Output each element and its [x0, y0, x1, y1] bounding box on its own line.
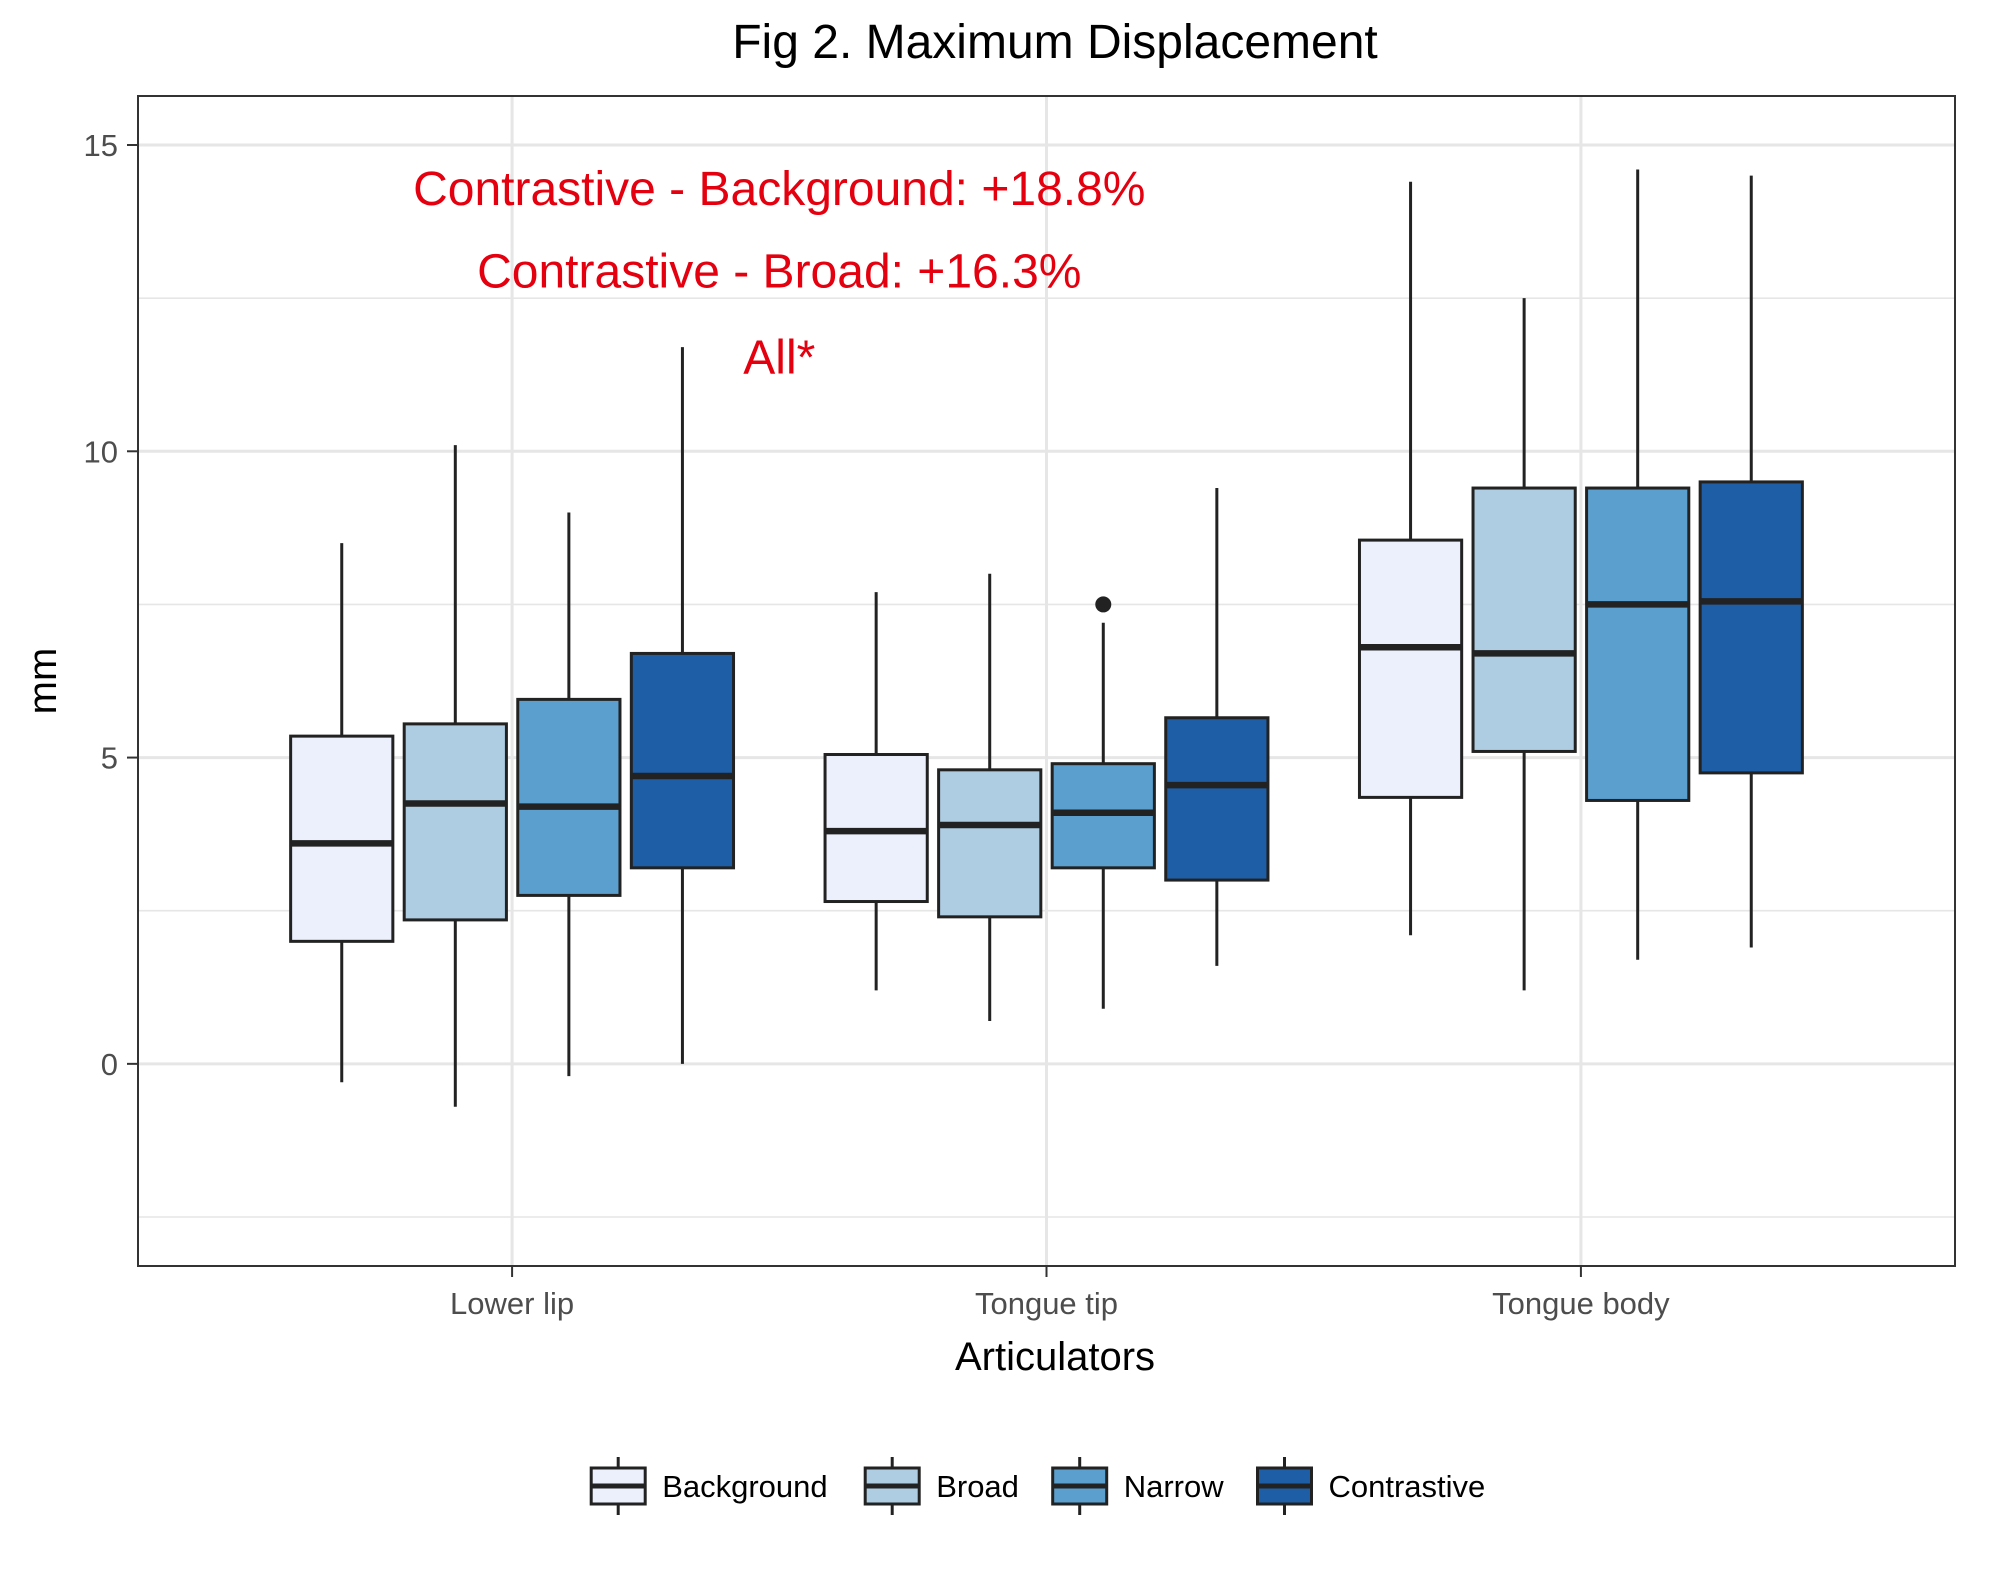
- legend: Background Broad Narrow Contrastive: [589, 1457, 1486, 1515]
- x-tick-label: Tongue body: [1492, 1286, 1670, 1321]
- box-background-tongue-tip: [823, 592, 929, 991]
- box-background-lower-lip: [289, 543, 395, 1083]
- box-broad-tongue-tip: [937, 573, 1043, 1021]
- box-narrow-tongue-body: [1585, 169, 1691, 960]
- legend-item-narrow: Narrow: [1051, 1457, 1225, 1515]
- legend-item-contrastive: Contrastive: [1256, 1457, 1486, 1515]
- box-iqr: [937, 768, 1043, 919]
- outlier-point: [1095, 596, 1112, 613]
- x-tick-label: Lower lip: [450, 1286, 574, 1321]
- legend-item-broad: Broad: [863, 1457, 1019, 1515]
- box-iqr: [1698, 480, 1804, 775]
- box-iqr: [1471, 486, 1577, 753]
- annotation-label: Contrastive - Broad: +16.3%: [477, 246, 1081, 299]
- box-contrastive-lower-lip: [629, 347, 736, 1064]
- box-iqr: [629, 651, 736, 870]
- x-tick-label: Tongue tip: [975, 1286, 1118, 1321]
- box-iqr: [1164, 716, 1270, 882]
- legend-item-background: Background: [589, 1457, 828, 1515]
- y-tick-label: 10: [84, 434, 118, 469]
- annotation-layer: Contrastive - Background: +18.8% Contrast…: [413, 163, 1145, 384]
- legend-label: Narrow: [1124, 1469, 1225, 1504]
- y-tick-label: 5: [101, 741, 118, 776]
- legend-label: Contrastive: [1329, 1469, 1486, 1504]
- box-iqr: [289, 734, 395, 943]
- box-background-tongue-body: [1357, 181, 1464, 936]
- box-iqr: [516, 697, 622, 897]
- box-iqr: [1585, 486, 1691, 802]
- box-broad-tongue-body: [1471, 298, 1577, 991]
- annotation-label: All*: [743, 331, 815, 384]
- annotation-label: Contrastive - Background: +18.8%: [413, 163, 1145, 216]
- box-layer: [289, 169, 1804, 1107]
- y-axis-title: mm: [21, 648, 65, 715]
- box-iqr: [402, 722, 508, 922]
- y-tick-label: 15: [84, 128, 118, 163]
- x-axis-title: Articulators: [955, 1335, 1155, 1379]
- box-narrow-tongue-tip: [1050, 596, 1156, 1009]
- legend-label: Background: [662, 1469, 827, 1504]
- legend-label: Broad: [936, 1469, 1019, 1504]
- box-iqr: [1357, 538, 1464, 799]
- box-contrastive-tongue-body: [1698, 175, 1804, 948]
- axes: 0 5 10 15 Lower lip Tongue tip Tongue body: [84, 128, 1671, 1321]
- box-narrow-lower-lip: [516, 512, 622, 1077]
- box-broad-lower-lip: [402, 445, 508, 1107]
- y-tick-label: 0: [101, 1047, 118, 1082]
- box-contrastive-tongue-tip: [1164, 488, 1270, 966]
- chart-title: Fig 2. Maximum Displacement: [732, 16, 1378, 69]
